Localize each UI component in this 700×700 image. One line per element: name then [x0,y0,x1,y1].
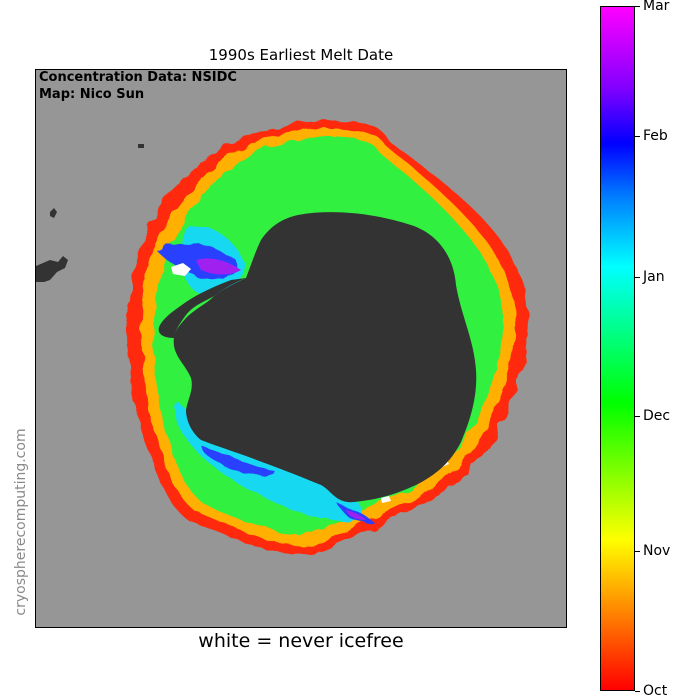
map-title: 1990s Earliest Melt Date [208,46,394,64]
colorbar-tick [635,551,640,552]
colorbar-label-feb: Feb [643,128,668,144]
colorbar [600,6,635,691]
colorbar-label-nov: Nov [643,543,671,559]
watermark: cryospherecomputing.com [13,428,29,616]
ice-inner-january [174,227,363,521]
data-credit: Concentration Data: NSIDC [39,70,237,85]
colorbar-label-jan: Jan [643,269,665,285]
colorbar-tick [635,136,640,137]
colorbar-label-oct: Oct [643,683,668,699]
map-panel [35,69,567,628]
island-small-1 [50,208,57,218]
colorbar-label-mar: Mar [643,0,670,14]
antarctic-peninsula [158,278,246,338]
colorbar-tick [635,691,640,692]
colorbar-tick [635,6,640,7]
colorbar-tick [635,416,640,417]
map-credit: Map: Nico Sun [39,87,145,102]
ice-inner-february [156,243,374,523]
melt-date-map [36,120,529,555]
legend-caption: white = never icefree [198,630,404,652]
antarctica-landmass [173,212,477,503]
south-america-tip [36,256,68,282]
colorbar-label-dec: Dec [643,408,671,424]
island-small-2 [138,144,144,148]
colorbar-tick [635,277,640,278]
